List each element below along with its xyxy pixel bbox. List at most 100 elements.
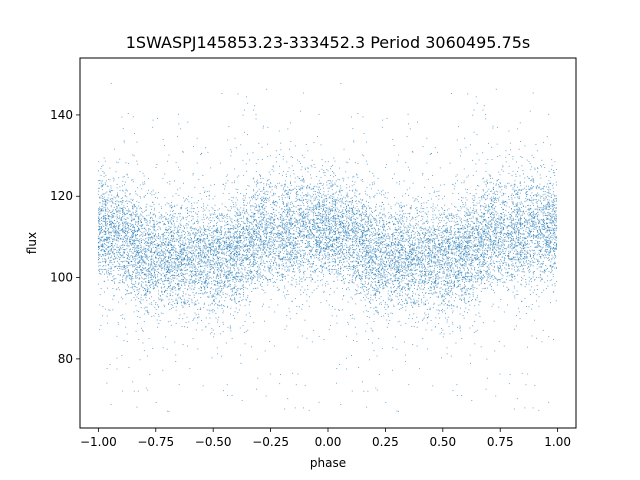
data-point [372,286,373,288]
data-point [192,223,194,225]
data-point [441,227,443,229]
data-point [515,315,517,316]
data-point [271,260,273,262]
data-point [520,217,521,219]
data-point [339,167,340,169]
data-point [187,255,188,257]
data-point [453,269,455,271]
data-point [287,253,289,255]
data-point [287,209,289,211]
data-point [128,245,130,246]
data-point [297,236,299,238]
data-point [177,288,179,290]
data-point [443,239,445,241]
data-point [135,275,136,277]
data-point [485,388,487,390]
data-point [353,267,355,268]
data-point [395,218,397,220]
data-point [340,232,342,234]
data-point [482,277,484,279]
data-point [393,256,395,258]
data-point [475,257,477,259]
data-point [367,252,369,253]
data-point [416,289,418,291]
data-point [527,227,529,228]
data-point [182,218,184,220]
data-point [312,234,314,235]
data-point [449,295,451,297]
data-point [327,222,329,224]
data-point [122,190,124,192]
data-point [374,194,376,196]
data-point [307,230,309,231]
data-point [420,276,422,278]
data-point [269,185,271,187]
data-point [330,166,332,168]
data-point [111,235,112,237]
data-point [356,248,357,250]
data-point [484,206,486,208]
data-point [515,243,517,245]
data-point [367,229,369,230]
data-point [112,216,114,218]
data-point [372,272,374,273]
data-point [226,293,228,295]
data-point [307,246,309,248]
data-point [326,199,328,201]
data-point [393,224,395,226]
data-point [511,212,513,214]
data-point [288,219,290,221]
data-point [443,259,445,260]
data-point [545,206,547,208]
data-point [446,257,448,259]
data-point [324,254,326,256]
data-point [304,278,306,280]
data-point [342,180,344,182]
data-point [380,243,382,244]
data-point [308,219,310,221]
data-point [309,227,310,229]
data-point [395,261,396,263]
data-point [109,209,111,211]
data-point [543,229,544,231]
data-point [429,265,431,267]
data-point [542,234,544,235]
data-point [104,212,106,214]
data-point [536,268,538,270]
data-point [136,250,138,252]
data-point [164,257,166,259]
data-point [366,245,367,247]
data-point [482,230,484,232]
data-point [464,248,466,250]
data-point [114,235,116,237]
data-point [282,276,284,278]
data-point [544,222,545,224]
data-point [210,237,212,238]
data-point [466,192,468,194]
data-point [336,287,338,289]
data-point [351,211,353,213]
data-point [373,273,375,275]
data-point [484,259,486,261]
data-point [196,269,198,271]
data-point [148,235,150,236]
data-point [375,295,377,297]
data-point [263,201,264,203]
data-point [478,222,480,224]
data-point [300,270,301,272]
data-point [272,245,273,246]
data-point [456,218,458,220]
data-point [330,205,332,207]
data-point [349,213,351,214]
data-point [151,316,153,318]
data-point [313,254,315,256]
data-point [347,270,349,271]
data-point [122,230,123,232]
data-point [396,213,398,215]
data-point [413,233,415,235]
data-point [167,220,168,222]
data-point [320,182,322,184]
data-point [291,201,293,203]
data-point [304,228,306,230]
data-point [454,232,456,234]
